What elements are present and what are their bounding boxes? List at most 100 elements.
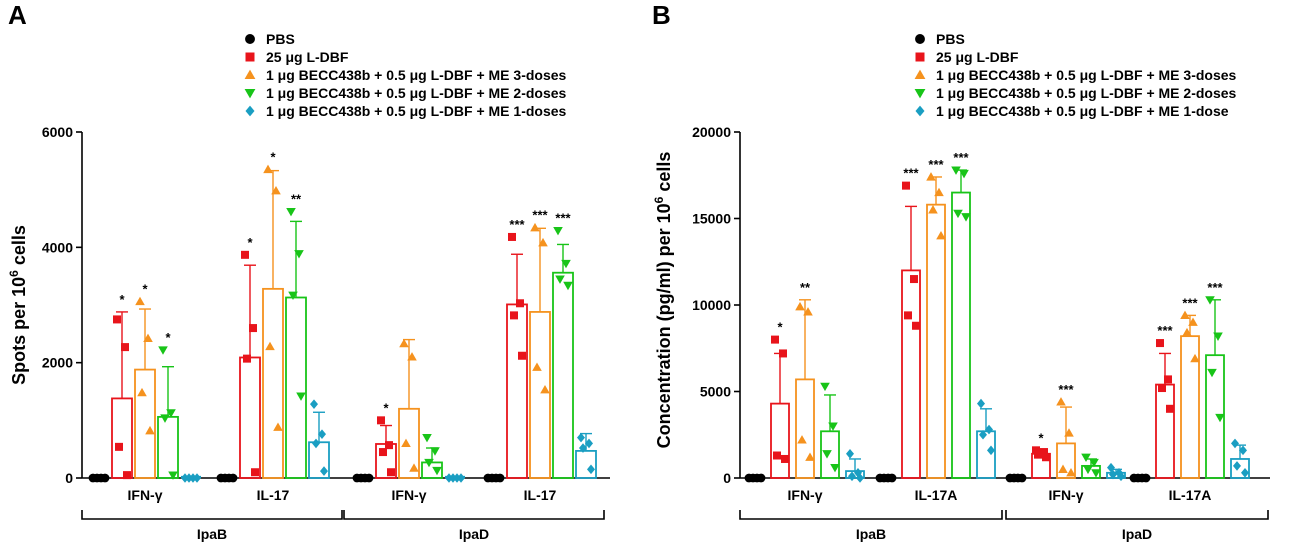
data-point-b-s4-c3-1: [1239, 445, 1247, 456]
data-point-a-s3-c1-0: [286, 207, 296, 217]
legend-marker-a-1: [245, 52, 255, 62]
data-point-b-s0-c2-3: [1017, 473, 1027, 483]
category-label-b-3: IL-17A: [1169, 487, 1212, 503]
data-point-a-s1-c2-1: [385, 441, 393, 450]
data-point-b-s4-c0-0: [846, 448, 854, 459]
bar-b-s1-c0: [770, 402, 790, 479]
data-point-b-s2-c3-0: [1180, 310, 1190, 319]
bar-b-s3-c3: [1205, 354, 1225, 479]
data-point-b-s1-c1-1: [910, 275, 918, 284]
data-point-a-s2-c3-2: [532, 362, 542, 371]
panel-b: B PBS 25 μg L-DBF 1 μg BECC438b + 0.5 μg L…: [652, 0, 1270, 542]
bar-b-s4-c1: [976, 430, 996, 479]
category-label-a-0: IFN-γ: [128, 487, 163, 503]
data-point-b-s2-c0-0: [795, 301, 805, 311]
sig-label-b-s1-c2: *: [1038, 430, 1044, 445]
data-point-b-s2-c0-2: [797, 435, 807, 444]
legend-label-a-3: 1 μg BECC438b + 0.5 μg L-DBF + ME 2-dose…: [266, 85, 567, 101]
sig-label-a-s2-c0: *: [142, 282, 148, 297]
data-point-b-s4-c0-2: [848, 471, 856, 482]
data-point-a-s2-c2-2: [401, 438, 411, 447]
data-point-b-s4-c3-2: [1233, 461, 1241, 471]
data-point-a-s1-c3-2: [510, 311, 518, 320]
data-point-a-s4-c0-3: [193, 473, 201, 483]
data-point-b-s1-c2-1: [1040, 448, 1048, 457]
data-point-a-s1-c0-3: [123, 471, 131, 480]
data-point-b-s4-c3-0: [1231, 438, 1239, 449]
data-point-b-s0-c1-3: [887, 473, 897, 483]
legend-marker-b-3: [914, 88, 926, 99]
data-point-b-s2-c3-1: [1188, 317, 1198, 326]
data-point-a-s2-c1-3: [273, 422, 283, 431]
group-label-b-0: IpaB: [856, 526, 886, 542]
panel-letter-a: A: [8, 0, 27, 30]
data-point-b-s2-c0-1: [803, 307, 813, 316]
bar-b-s4-c0: [845, 470, 865, 479]
bar-a-s3-c3: [552, 271, 574, 479]
data-point-b-s4-c3-3: [1241, 468, 1249, 478]
legend-marker-b-4: [915, 105, 925, 117]
bar-a-s3-c2: [421, 461, 443, 479]
data-point-b-s3-c1-1: [959, 169, 969, 179]
data-point-a-s3-c0-2: [160, 414, 170, 423]
category-label-a-2: IFN-γ: [392, 487, 427, 503]
bar-a-s3-c0: [157, 415, 179, 479]
bar-b-s2-c0: [795, 378, 815, 479]
data-point-a-s0-c3-3: [495, 473, 505, 483]
data-point-a-s2-c3-1: [538, 237, 548, 247]
data-point-a-s3-c2-2: [424, 458, 434, 468]
legend-b: PBS 25 μg L-DBF 1 μg BECC438b + 0.5 μg L-D…: [914, 31, 1237, 119]
data-point-a-s3-c2-3: [432, 466, 442, 476]
data-point-a-s2-c1-2: [265, 341, 275, 351]
data-point-a-s0-c0-3: [100, 473, 110, 483]
sig-label-a-s2-c1: *: [270, 149, 276, 164]
legend-label-b-0: PBS: [936, 31, 965, 47]
data-point-b-s3-c0-3: [830, 464, 840, 473]
data-point-b-s4-c1-3: [987, 445, 995, 456]
data-point-b-s1-c0-0: [771, 335, 779, 344]
bar-a-s1-c1: [239, 356, 261, 479]
sig-label-b-s1-c1: ***: [903, 166, 919, 181]
category-label-a-1: IL-17: [257, 487, 290, 503]
data-point-a-s2-c3-0: [530, 222, 540, 232]
sig-label-a-s3-c3: ***: [555, 211, 571, 226]
data-point-b-s2-c1-3: [936, 231, 946, 240]
bar-a-s1-c3: [506, 303, 528, 479]
data-point-b-s3-c2-2: [1083, 465, 1093, 475]
legend-marker-b-2: [914, 69, 926, 80]
data-point-b-s1-c2-0: [1032, 446, 1040, 455]
data-point-a-s3-c0-1: [166, 409, 176, 418]
data-point-b-s3-c0-2: [822, 450, 832, 459]
data-point-b-s1-c2-2: [1034, 450, 1042, 459]
data-point-a-s1-c1-1: [249, 324, 257, 333]
data-point-b-s4-c1-1: [985, 424, 993, 435]
group-bracket-b-1: [1005, 510, 1269, 520]
data-point-a-s0-c1-3: [228, 473, 238, 483]
legend-label-b-2: 1 μg BECC438b + 0.5 μg L-DBF + ME 3-dose…: [936, 67, 1237, 83]
data-point-a-s3-c1-2: [288, 291, 298, 300]
data-point-b-s3-c2-1: [1089, 458, 1099, 468]
data-point-b-s0-c3-3: [1141, 473, 1151, 483]
legend-label-a-0: PBS: [266, 31, 295, 47]
data-point-a-s2-c2-3: [409, 463, 419, 472]
data-point-b-s3-c0-0: [820, 382, 830, 392]
sig-label-b-s1-c3: ***: [1157, 323, 1173, 338]
data-point-a-s4-c1-1: [318, 429, 326, 439]
data-point-b-s3-c2-3: [1091, 469, 1101, 478]
y-tick-label-b-1: 5000: [700, 384, 731, 400]
data-point-a-s1-c1-3: [251, 468, 259, 477]
data-point-a-s4-c3-2: [579, 443, 587, 453]
bar-b-s1-c1: [901, 269, 921, 479]
sig-label-b-s3-c1: ***: [953, 150, 969, 165]
data-point-b-s4-c1-2: [979, 429, 987, 440]
data-point-a-s4-c3-3: [587, 464, 595, 475]
data-point-a-s1-c0-1: [121, 343, 129, 352]
data-point-b-s3-c3-2: [1207, 368, 1217, 378]
bar-b-s2-c2: [1056, 442, 1076, 479]
data-point-b-s1-c3-3: [1166, 404, 1174, 413]
y-tick-label-a-0: 0: [65, 470, 73, 486]
sig-label-a-s3-c1: **: [291, 192, 302, 207]
data-point-a-s3-c0-3: [168, 471, 178, 480]
data-point-a-s4-c2-3: [457, 473, 465, 483]
category-label-b-1: IL-17A: [915, 487, 958, 503]
